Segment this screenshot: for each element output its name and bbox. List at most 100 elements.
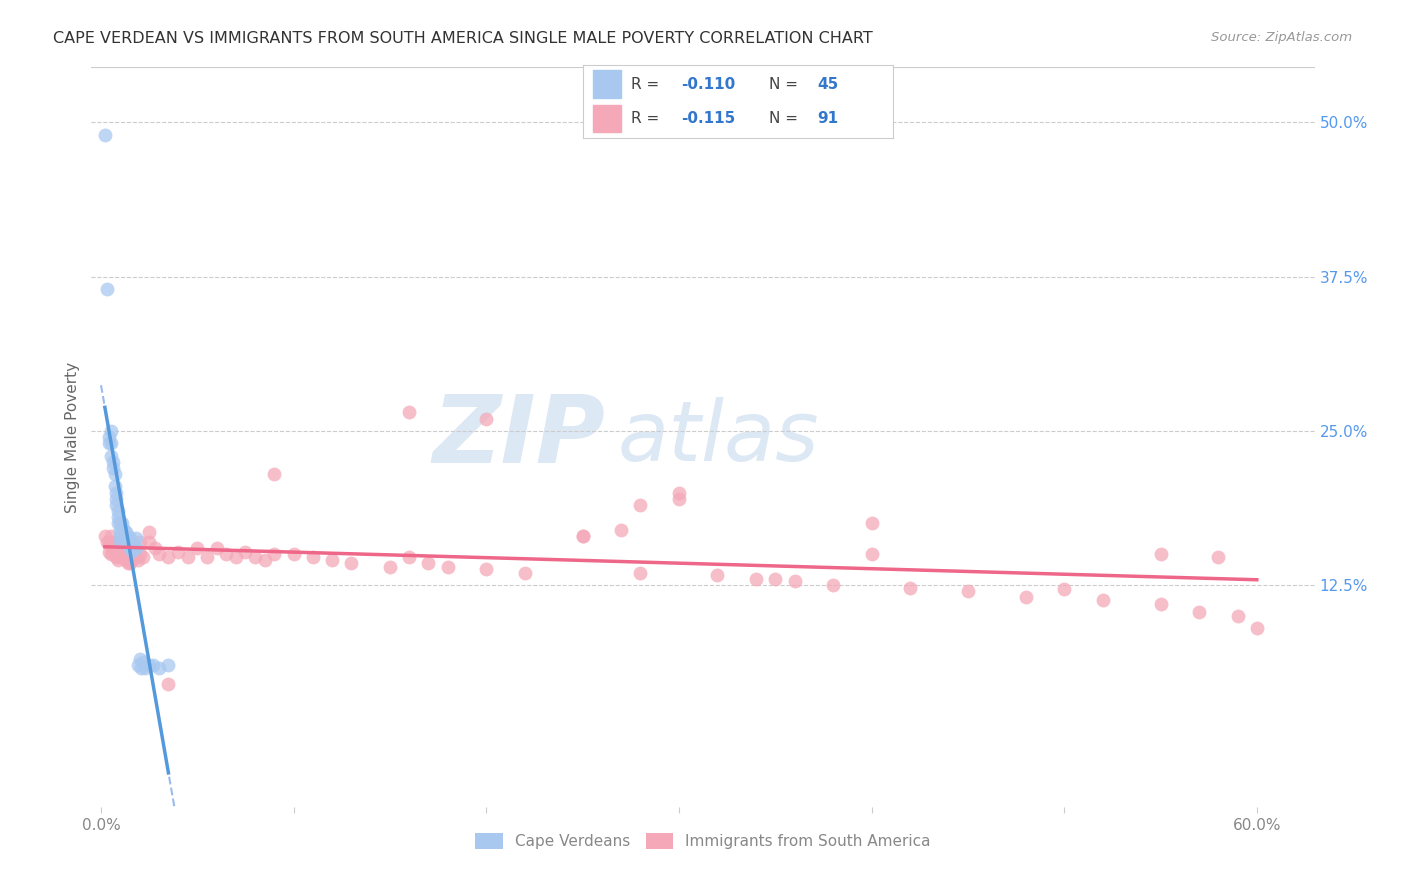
Point (105, 498, 128, 512)
Text: -0.110: -0.110 (681, 77, 735, 92)
Text: R =: R = (631, 111, 659, 126)
Point (283, 547, 305, 561)
Point (112, 523, 135, 537)
Bar (593, 70, 620, 98)
Point (134, 661, 156, 675)
Point (132, 549, 155, 564)
Point (610, 523, 633, 537)
Point (110, 541, 132, 555)
Point (117, 537, 139, 551)
Point (110, 529, 132, 543)
Point (111, 516, 134, 531)
Point (1053, 582, 1076, 596)
Point (100, 449, 122, 463)
Text: -0.115: -0.115 (681, 111, 735, 126)
Point (398, 405, 420, 419)
Point (103, 537, 125, 551)
Point (128, 535, 150, 549)
Point (103, 479, 125, 493)
Point (105, 549, 128, 564)
Point (112, 531, 135, 545)
Point (1091, 593, 1114, 607)
Point (105, 485, 128, 500)
Point (235, 545, 257, 559)
Point (253, 553, 276, 567)
Point (571, 529, 593, 543)
Text: CAPE VERDEAN VS IMMIGRANTS FROM SOUTH AMERICA SINGLE MALE POVERTY CORRELATION CH: CAPE VERDEAN VS IMMIGRANTS FROM SOUTH AM… (53, 31, 873, 46)
Point (898, 581, 921, 595)
Point (571, 529, 593, 543)
Point (418, 556, 440, 570)
Point (225, 549, 247, 564)
Point (107, 504, 129, 518)
Point (1226, 609, 1249, 624)
Point (107, 543, 129, 558)
Point (263, 467, 285, 482)
Point (111, 525, 134, 540)
Point (118, 531, 141, 545)
Point (860, 547, 883, 561)
Point (148, 661, 170, 675)
Point (475, 411, 498, 425)
Point (115, 535, 138, 549)
Point (100, 436, 122, 450)
Point (100, 424, 122, 438)
Point (821, 578, 844, 592)
Point (475, 562, 498, 576)
Point (138, 535, 160, 549)
Point (263, 547, 285, 561)
Point (103, 547, 125, 561)
Point (96, 282, 118, 296)
Point (115, 525, 138, 540)
Text: ZIP: ZIP (432, 391, 605, 483)
Point (107, 553, 129, 567)
Point (132, 655, 155, 669)
Point (1149, 547, 1171, 561)
Point (513, 566, 536, 580)
Point (118, 541, 141, 555)
Point (105, 541, 128, 555)
Point (177, 549, 200, 564)
Point (157, 549, 180, 564)
Point (101, 535, 124, 549)
Point (112, 549, 135, 564)
Point (111, 537, 134, 551)
Point (745, 572, 768, 586)
Point (107, 510, 129, 524)
Point (117, 547, 139, 561)
Point (763, 572, 786, 586)
Point (112, 541, 135, 555)
Point (97, 430, 120, 444)
Point (121, 549, 143, 564)
Point (107, 516, 129, 531)
Point (125, 549, 148, 564)
Text: N =: N = (769, 77, 799, 92)
Point (205, 541, 228, 555)
Point (96, 535, 118, 549)
Point (125, 531, 148, 545)
Point (321, 553, 343, 567)
Point (97, 537, 120, 551)
Point (302, 549, 325, 564)
Point (121, 535, 143, 549)
Point (340, 556, 363, 570)
Point (94, 128, 117, 142)
Text: R =: R = (631, 77, 659, 92)
Text: 91: 91 (817, 111, 838, 126)
Point (97, 545, 120, 559)
Point (1246, 621, 1268, 635)
Point (97, 436, 120, 450)
Point (127, 553, 149, 567)
Legend: Cape Verdeans, Immigrants from South America: Cape Verdeans, Immigrants from South Ame… (470, 827, 936, 855)
Point (100, 547, 122, 561)
Point (1014, 591, 1036, 605)
Point (101, 455, 124, 469)
Point (195, 549, 218, 564)
Point (628, 498, 651, 512)
Point (138, 658, 160, 673)
Point (143, 541, 166, 555)
Point (668, 485, 690, 500)
Point (783, 574, 806, 589)
Point (131, 661, 153, 675)
Text: Source: ZipAtlas.com: Source: ZipAtlas.com (1212, 31, 1353, 45)
